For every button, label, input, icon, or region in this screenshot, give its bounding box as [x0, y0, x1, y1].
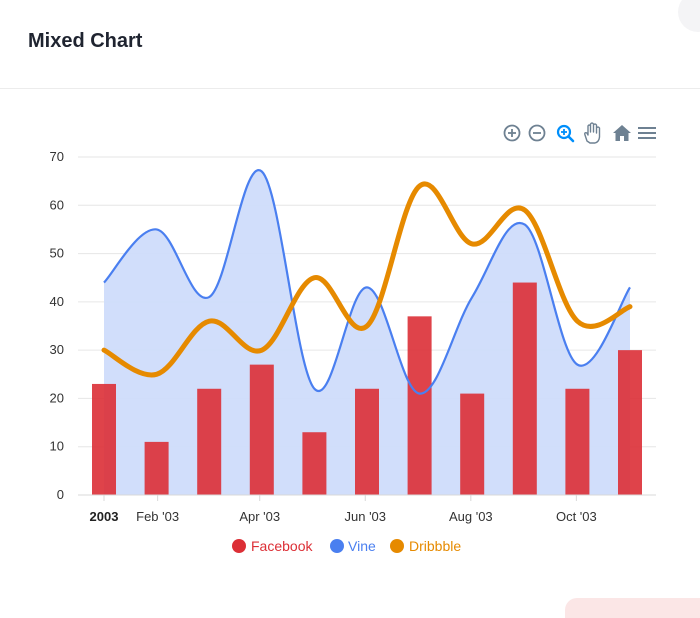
- facebook-bar: [197, 388, 222, 495]
- legend-marker: [232, 539, 246, 553]
- dribbble-line: [101, 181, 633, 378]
- y-tick-label: 70: [50, 149, 64, 164]
- x-tick-label: 2003: [90, 509, 119, 524]
- pan-hand-icon[interactable]: [584, 122, 601, 144]
- y-tick-label: 0: [57, 487, 64, 502]
- legend-label: Facebook: [251, 538, 313, 554]
- vine-area: [104, 170, 630, 496]
- decorative-footer-blob: [565, 598, 700, 618]
- facebook-bar: [355, 388, 379, 495]
- line-series: [101, 169, 633, 395]
- y-tick-label: 20: [50, 390, 64, 405]
- facebook-bar: [92, 383, 116, 495]
- y-tick-label: 10: [50, 439, 64, 454]
- zoom-select-icon[interactable]: [556, 124, 575, 143]
- vine-area-fill: [104, 170, 630, 496]
- x-tick-label: Apr '03: [239, 509, 280, 524]
- x-tick-label: Feb '03: [136, 509, 179, 524]
- chart-container: 0 10 20 30 40 50 60 70 2003 Feb '03 Apr '03 Jun '0…: [0, 89, 700, 589]
- x-axis: 2003 Feb '03 Apr '03 Jun '03 Aug '03 Oct '03: [78, 494, 656, 524]
- facebook-bar: [618, 350, 642, 495]
- legend-label: Vine: [348, 538, 376, 554]
- card-header: Mixed Chart: [0, 0, 700, 89]
- legend-marker: [330, 539, 344, 553]
- facebook-bar: [512, 282, 537, 495]
- facebook-bar: [144, 441, 169, 495]
- zoom-in-icon[interactable]: [503, 124, 521, 142]
- facebook-bar: [407, 316, 432, 495]
- facebook-bar: [565, 388, 590, 495]
- y-tick-label: 30: [50, 342, 64, 357]
- legend-item-vine[interactable]: Vine: [330, 538, 376, 554]
- facebook-bar: [302, 432, 327, 495]
- x-tick-label: Oct '03: [556, 509, 597, 524]
- decorative-blob: [678, 0, 700, 32]
- card-title: Mixed Chart: [28, 30, 143, 52]
- x-tick-label: Aug '03: [449, 509, 493, 524]
- facebook-bars: [92, 282, 642, 495]
- legend-label: Dribbble: [409, 538, 461, 554]
- facebook-bar: [249, 364, 274, 495]
- zoom-out-icon[interactable]: [528, 124, 546, 142]
- menu-icon[interactable]: [638, 127, 656, 139]
- y-tick-label: 40: [50, 294, 64, 309]
- legend-marker: [390, 539, 404, 553]
- y-tick-label: 50: [50, 246, 64, 261]
- home-icon[interactable]: [613, 125, 631, 141]
- facebook-bar: [460, 393, 485, 495]
- vine-line: [103, 169, 631, 395]
- legend-item-dribbble[interactable]: Dribbble: [390, 538, 461, 554]
- x-tick-label: Jun '03: [345, 509, 387, 524]
- chart-toolbar: [503, 122, 656, 144]
- mixed-chart: 0 10 20 30 40 50 60 70 2003 Feb '03 Apr '03 Jun '0…: [50, 122, 656, 554]
- y-axis: 0 10 20 30 40 50 60 70: [50, 149, 64, 502]
- legend-item-facebook[interactable]: Facebook: [232, 538, 313, 554]
- legend: Facebook Vine Dribbble: [232, 538, 461, 554]
- y-tick-label: 60: [50, 197, 64, 212]
